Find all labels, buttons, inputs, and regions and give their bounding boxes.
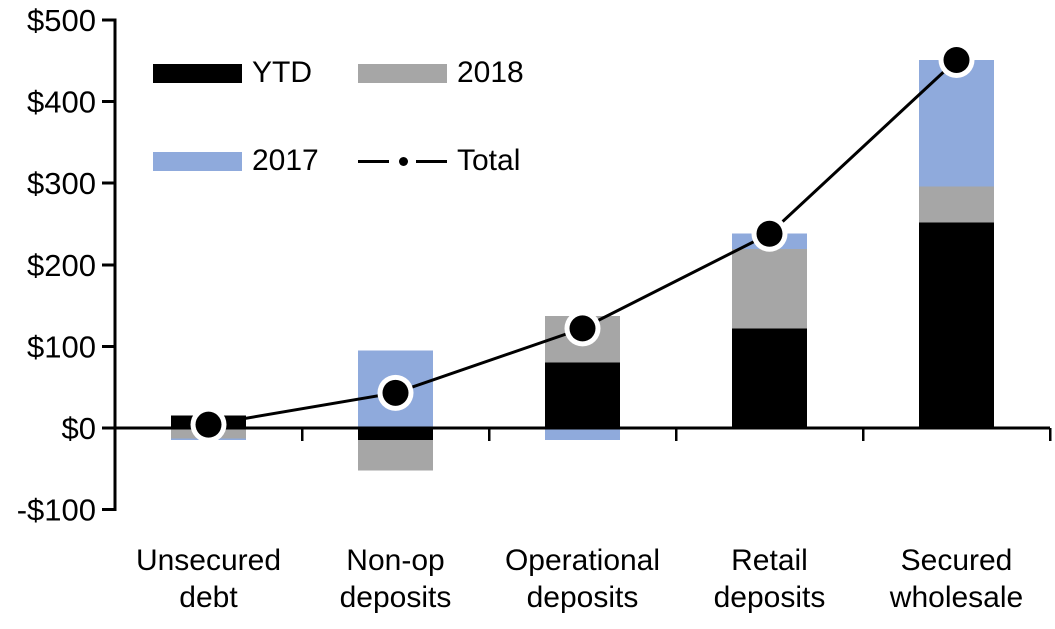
bar-segment-ytd-4: [919, 222, 994, 428]
category-label-4: Secured wholesale: [889, 544, 1023, 614]
legend-item-ytd: YTD: [153, 55, 312, 91]
category-label-2: Operational deposits: [505, 544, 660, 614]
category-label-0: Unsecured debt: [136, 544, 281, 614]
bar-segment-2018-1: [358, 440, 433, 471]
total-marker-4: [943, 46, 970, 73]
legend-item-2017: 2017: [153, 143, 319, 179]
y-tick-label-3: $200: [27, 248, 96, 283]
bar-segment-2018-4: [919, 186, 994, 223]
legend-item-2018: 2018: [358, 55, 524, 91]
bar-segment-ytd-1: [358, 427, 433, 441]
legend-label-2017: 2017: [252, 144, 319, 177]
y-tick-label-0: $500: [27, 3, 96, 38]
legend-label-total: Total: [457, 144, 521, 177]
y-tick-label-6: -$100: [17, 493, 96, 528]
bar-segment-2017-2: [545, 427, 620, 441]
2018-swatch-icon: [358, 63, 447, 83]
bar-segment-2017-4: [919, 59, 994, 187]
legend-label-2018: 2018: [457, 56, 524, 89]
y-tick-label-2: $300: [27, 166, 96, 201]
bar-segment-ytd-3: [732, 328, 807, 428]
total-marker-3: [756, 220, 783, 247]
y-tick-label-5: $0: [62, 411, 96, 446]
total-marker-2: [569, 315, 596, 342]
ytd-swatch-icon: [153, 63, 242, 83]
total-marker-0: [195, 411, 222, 438]
legend-label-ytd: YTD: [252, 56, 312, 89]
legend-item-total: Total: [358, 143, 520, 179]
bar-segment-ytd-2: [545, 362, 620, 428]
y-tick-label-4: $100: [27, 329, 96, 364]
y-tick-label-1: $400: [27, 85, 96, 120]
bar-segment-2018-3: [732, 249, 807, 329]
category-label-3: Retail deposits: [714, 544, 826, 614]
2017-swatch-icon: [153, 151, 242, 171]
category-label-1: Non-op deposits: [340, 544, 452, 614]
total-marker-1: [382, 379, 409, 406]
total-line-marker-icon: [358, 152, 447, 171]
